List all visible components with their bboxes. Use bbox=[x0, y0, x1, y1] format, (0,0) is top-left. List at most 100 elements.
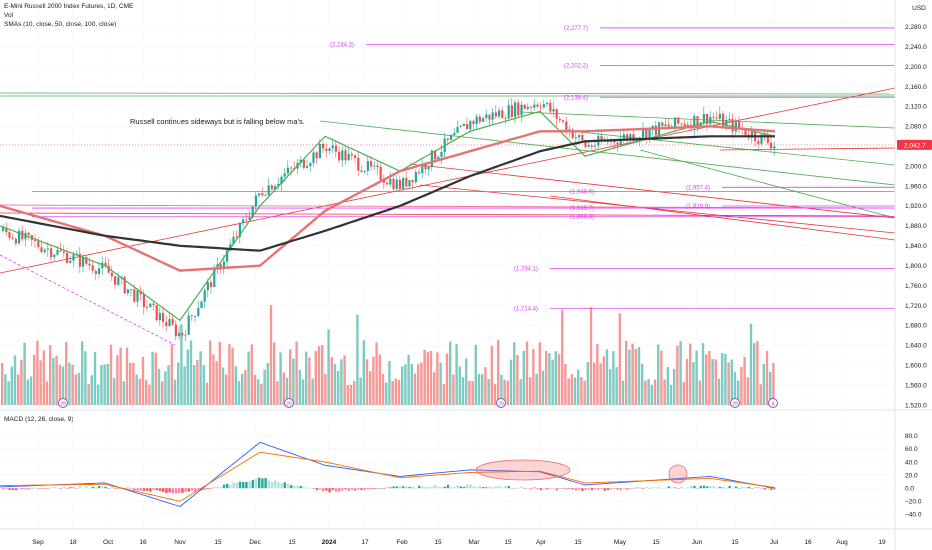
candle-body bbox=[347, 154, 350, 161]
volume-bar bbox=[42, 350, 45, 405]
volume-bar bbox=[765, 350, 769, 405]
price-tick-label: 2,280.0 bbox=[905, 24, 927, 31]
candle-body bbox=[200, 301, 203, 309]
volume-bar bbox=[730, 359, 733, 405]
macd-tick-label: 40.0 bbox=[905, 459, 918, 466]
candle-body bbox=[146, 306, 149, 308]
volume-bar bbox=[369, 371, 372, 405]
macd-histogram-bar bbox=[347, 488, 350, 492]
volume-bar bbox=[573, 377, 577, 405]
time-tick-label: 16 bbox=[804, 539, 812, 546]
macd-histogram-bar bbox=[686, 487, 690, 489]
price-tick-label: 1,840.0 bbox=[905, 243, 927, 250]
candle-body bbox=[43, 249, 46, 253]
macd-histogram-bar bbox=[296, 485, 299, 489]
volume-bar bbox=[148, 384, 151, 405]
candle-body bbox=[53, 254, 56, 258]
event-badge bbox=[284, 398, 294, 408]
candle-body bbox=[107, 265, 110, 273]
volume-bar bbox=[609, 369, 612, 405]
candle-body bbox=[414, 172, 417, 183]
macd-histogram-bar bbox=[491, 487, 494, 489]
current-price-tag bbox=[897, 139, 932, 150]
macd-histogram-bar bbox=[162, 488, 165, 492]
macd-histogram-bar bbox=[574, 488, 578, 491]
macd-histogram-bar bbox=[216, 486, 219, 489]
candle-body bbox=[82, 257, 85, 267]
candle-body bbox=[466, 123, 469, 130]
volume-bar bbox=[679, 341, 682, 405]
volume-bar bbox=[481, 374, 484, 405]
volume-bar bbox=[442, 384, 445, 405]
volume-bar bbox=[17, 374, 20, 405]
volume-bar bbox=[266, 362, 269, 405]
current-price-label: 2,042.7 bbox=[904, 142, 926, 149]
candle-body bbox=[18, 230, 21, 244]
volume-bar bbox=[321, 345, 324, 405]
candle-body bbox=[264, 194, 267, 196]
macd-histogram-bar bbox=[149, 488, 152, 492]
volume-bar bbox=[461, 377, 465, 405]
volume-bar bbox=[717, 378, 721, 405]
volume-bar bbox=[557, 354, 561, 405]
volume-bar bbox=[292, 358, 295, 405]
macd-histogram-bar bbox=[507, 486, 510, 489]
macd-histogram-bar bbox=[2, 488, 5, 490]
volume-bar bbox=[404, 364, 407, 405]
macd-histogram-bar bbox=[30, 487, 34, 489]
volume-bar bbox=[490, 345, 493, 405]
macd-histogram-bar bbox=[440, 487, 443, 489]
volume-bar bbox=[113, 378, 116, 405]
candle-body bbox=[530, 107, 533, 108]
volume-bar bbox=[327, 329, 330, 405]
candle-body bbox=[78, 253, 81, 267]
volume-bar bbox=[260, 383, 263, 405]
macd-histogram-bar bbox=[126, 487, 130, 489]
macd-histogram-bar bbox=[267, 480, 270, 489]
level-label: (1,957.4) bbox=[686, 185, 710, 191]
volume-bar bbox=[545, 350, 548, 405]
macd-histogram-bar bbox=[613, 488, 616, 489]
macd-histogram-bar bbox=[194, 488, 197, 493]
volume-bar bbox=[157, 368, 161, 405]
volume-bar bbox=[29, 376, 33, 405]
macd-histogram-bar bbox=[670, 487, 674, 489]
volume-bar bbox=[58, 364, 61, 405]
macd-histogram-bar bbox=[334, 488, 338, 492]
volume-bar bbox=[151, 351, 154, 405]
macd-histogram-bar bbox=[626, 488, 629, 490]
sma-line bbox=[0, 125, 776, 272]
candle-body bbox=[194, 315, 197, 317]
candle-body bbox=[69, 260, 72, 263]
macd-histogram-bar bbox=[568, 488, 571, 489]
trend-line bbox=[639, 149, 896, 219]
volume-bar bbox=[68, 362, 71, 405]
time-tick-label: 18 bbox=[69, 539, 77, 546]
candlesticks bbox=[2, 97, 776, 342]
macd-histogram-bar bbox=[414, 487, 418, 489]
macd-histogram-bar bbox=[770, 488, 773, 490]
level-label: (1,919.9) bbox=[686, 204, 710, 210]
candle-body bbox=[354, 155, 357, 158]
macd-histogram-bar bbox=[184, 488, 187, 492]
price-tick-label: 1,680.0 bbox=[905, 323, 927, 330]
candle-body bbox=[667, 124, 670, 127]
level-label: (2,277.7) bbox=[564, 26, 588, 32]
volume-bar bbox=[231, 347, 234, 405]
volume-bar bbox=[378, 354, 381, 405]
candle-body bbox=[424, 164, 427, 170]
macd-histogram-bar bbox=[21, 488, 24, 489]
macd-histogram-bar bbox=[130, 488, 133, 489]
macd-histogram-bar bbox=[430, 487, 434, 489]
volume-bar bbox=[186, 349, 189, 405]
volume-bar bbox=[65, 342, 68, 405]
macd-histogram-bar bbox=[171, 488, 174, 494]
candle-body bbox=[613, 139, 616, 143]
volume-bar bbox=[141, 356, 145, 405]
candle-body bbox=[363, 170, 366, 172]
macd-histogram-bar bbox=[434, 485, 437, 489]
macd-histogram-bar bbox=[376, 488, 379, 489]
candle-body bbox=[645, 129, 648, 139]
macd-histogram-bar bbox=[510, 488, 514, 489]
